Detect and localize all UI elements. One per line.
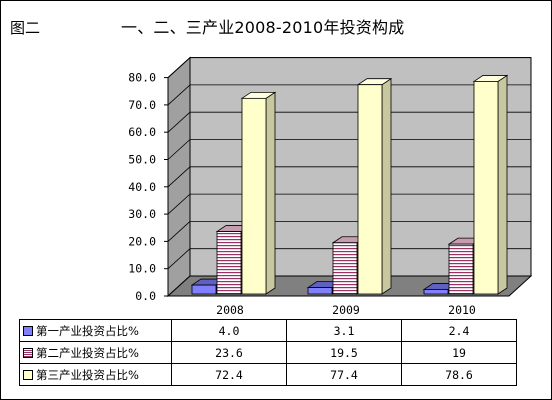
data-label: 4.0	[171, 319, 287, 342]
data-label: 77.4	[286, 363, 402, 386]
legend-label: 第二产业投资占比%	[36, 345, 139, 360]
data-label: 23.6	[171, 341, 287, 364]
table-row: 第一产业投资占比% 4.0 3.1 2.4	[19, 319, 517, 342]
gridline	[167, 248, 531, 269]
data-table: 第一产业投资占比% 4.0 3.1 2.4 第二产业投资占比% 23.6 19.5 19 第三产…	[19, 298, 517, 386]
bar-front	[357, 84, 383, 295]
gridline	[167, 57, 531, 78]
legend-entry: 第一产业投资占比%	[19, 319, 172, 342]
y-tick-label: 30.0	[128, 207, 156, 221]
data-label: 72.4	[171, 363, 287, 386]
chart-title: 一、二、三产业2008-2010年投资构成	[121, 18, 405, 37]
bar-front	[241, 97, 267, 295]
gridline	[167, 111, 531, 133]
gridline	[167, 220, 531, 242]
gridline	[167, 193, 531, 215]
legend-entry: 第三产业投资占比%	[19, 363, 172, 386]
bar-front	[448, 243, 474, 295]
legend-swatch	[23, 369, 33, 380]
legend-swatch	[23, 347, 33, 358]
bar	[356, 77, 393, 295]
gridline	[167, 84, 531, 106]
data-label: 3.1	[286, 319, 402, 342]
table-row: 第三产业投资占比% 72.4 77.4 78.6	[19, 363, 517, 386]
gridline	[167, 139, 531, 160]
bar	[240, 91, 277, 295]
figure-label: 图二	[10, 19, 41, 37]
x-tick-label: 2010	[448, 303, 476, 317]
y-tick-label: 20.0	[128, 234, 156, 248]
data-label: 2.4	[401, 319, 517, 342]
y-tick-label: 40.0	[128, 180, 156, 194]
bar-front	[473, 81, 499, 295]
bar-front	[307, 287, 333, 295]
bar-front	[332, 242, 358, 295]
legend-entry: 第二产业投资占比%	[19, 341, 172, 364]
legend-label: 第一产业投资占比%	[36, 323, 139, 338]
y-tick-label: 70.0	[128, 98, 156, 112]
data-label: 78.6	[401, 363, 517, 386]
bar-side	[265, 91, 276, 295]
y-tick-label: 50.0	[128, 153, 156, 167]
data-label: 19.5	[286, 341, 402, 364]
table-row: 第二产业投资占比% 23.6 19.5 19	[19, 341, 517, 364]
bar-front	[191, 284, 217, 295]
y-tick-label: 10.0	[128, 262, 156, 276]
bar-front	[423, 289, 449, 295]
bar-front	[216, 231, 242, 295]
bar-side	[381, 77, 392, 295]
x-tick-label: 2009	[332, 303, 360, 317]
bar	[472, 74, 509, 295]
legend-label: 第三产业投资占比%	[36, 367, 139, 382]
bar-side	[497, 74, 508, 295]
y-tick-label: 60.0	[128, 125, 156, 139]
legend-swatch	[23, 325, 33, 336]
gridline	[167, 166, 531, 188]
y-tick-label: 80.0	[128, 71, 156, 85]
y-tick-label: 0.0	[135, 289, 156, 303]
x-tick-label: 2008	[216, 303, 244, 317]
data-label: 19	[401, 341, 517, 364]
